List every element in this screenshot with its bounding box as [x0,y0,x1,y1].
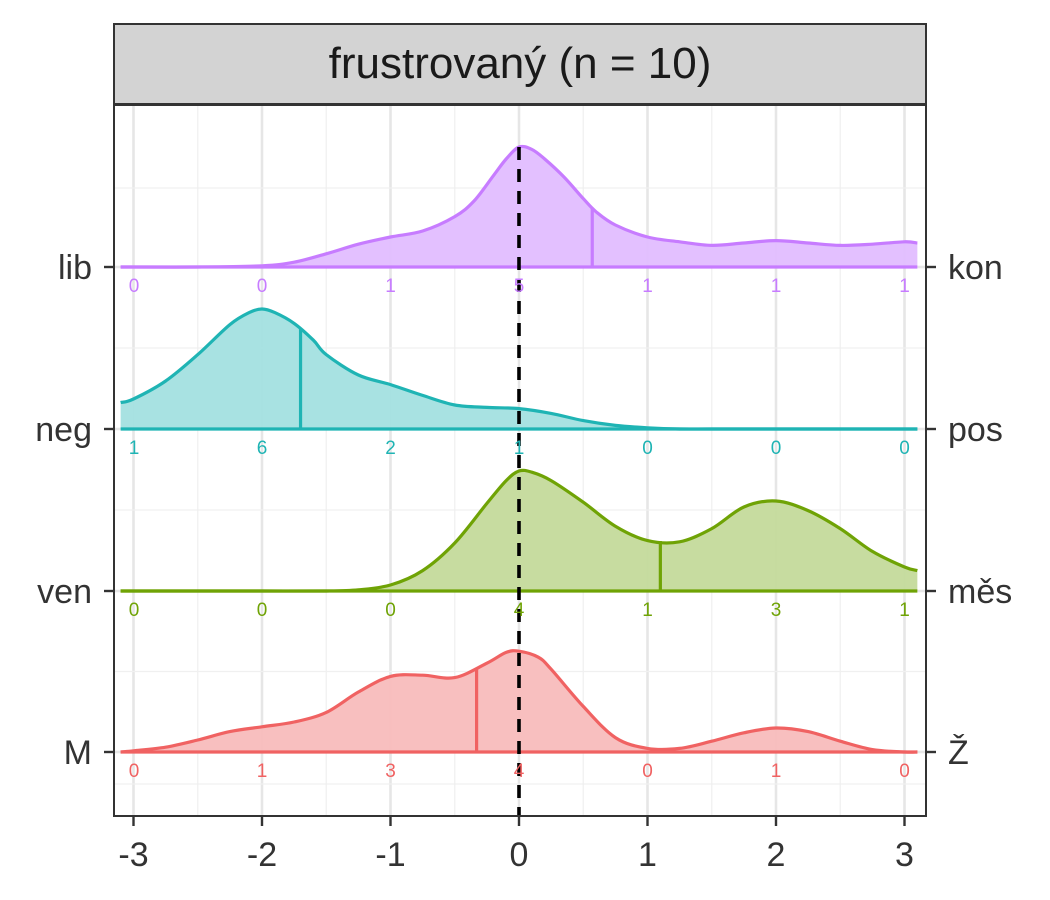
count-label: 1 [257,761,268,782]
x-tick-label: 3 [895,836,914,874]
density-area-neg [120,309,918,430]
count-label: 4 [514,600,525,621]
y-tick-label-right: kon [948,249,1003,287]
count-label: 1 [385,276,396,297]
count-label: 1 [899,276,910,297]
y-tick-label-left: neg [35,411,92,449]
x-tick-label: -3 [118,836,148,874]
density-line-M [120,649,918,754]
count-label: 3 [385,761,396,782]
x-tick-label: -2 [247,836,277,874]
count-label: 3 [771,600,782,621]
count-labels: 0 0 1 5 1 1 1 1 6 2 1 0 0 0 0 0 0 4 1 3 1 0 1 3 4 0 1 0 [129,276,910,782]
count-label: 0 [899,438,910,459]
count-label: 0 [257,600,268,621]
x-tick-label: 1 [638,836,657,874]
count-label: 6 [257,438,268,459]
count-label: 1 [771,761,782,782]
y-tick-label-left: ven [37,573,92,611]
count-label: 0 [129,761,140,782]
x-tick-label: 2 [767,836,786,874]
count-label: 0 [899,761,910,782]
y-tick-label-left: lib [58,249,92,287]
count-label: 4 [514,761,525,782]
count-label: 1 [899,600,910,621]
count-label: 1 [642,276,653,297]
panel-title: frustrovaný (n = 10) [329,39,712,88]
y-tick-label-right: Ž [948,734,969,772]
count-label: 0 [385,600,396,621]
count-label: 0 [771,438,782,459]
count-label: 0 [129,276,140,297]
density-area-lib [120,146,918,268]
y-tick-label-right: pos [948,411,1003,449]
count-label: 5 [514,276,525,297]
x-tick-label: 0 [510,836,529,874]
count-label: 1 [642,600,653,621]
y-tick-label-right: měs [948,573,1012,611]
count-label: 0 [642,761,653,782]
count-label: 2 [385,438,396,459]
y-tick-label-left: M [64,734,92,772]
count-label: 1 [771,276,782,297]
facet-strip [113,23,927,105]
count-label: 1 [129,438,140,459]
axes: lib kon neg pos ven měs M Ž -3 -2 -1 0 1 2 3 [35,249,1012,874]
density-line-lib [120,144,918,269]
count-label: 1 [514,438,525,459]
count-label: 0 [642,438,653,459]
count-label: 0 [129,600,140,621]
count-label: 0 [257,276,268,297]
x-tick-label: -1 [375,836,405,874]
